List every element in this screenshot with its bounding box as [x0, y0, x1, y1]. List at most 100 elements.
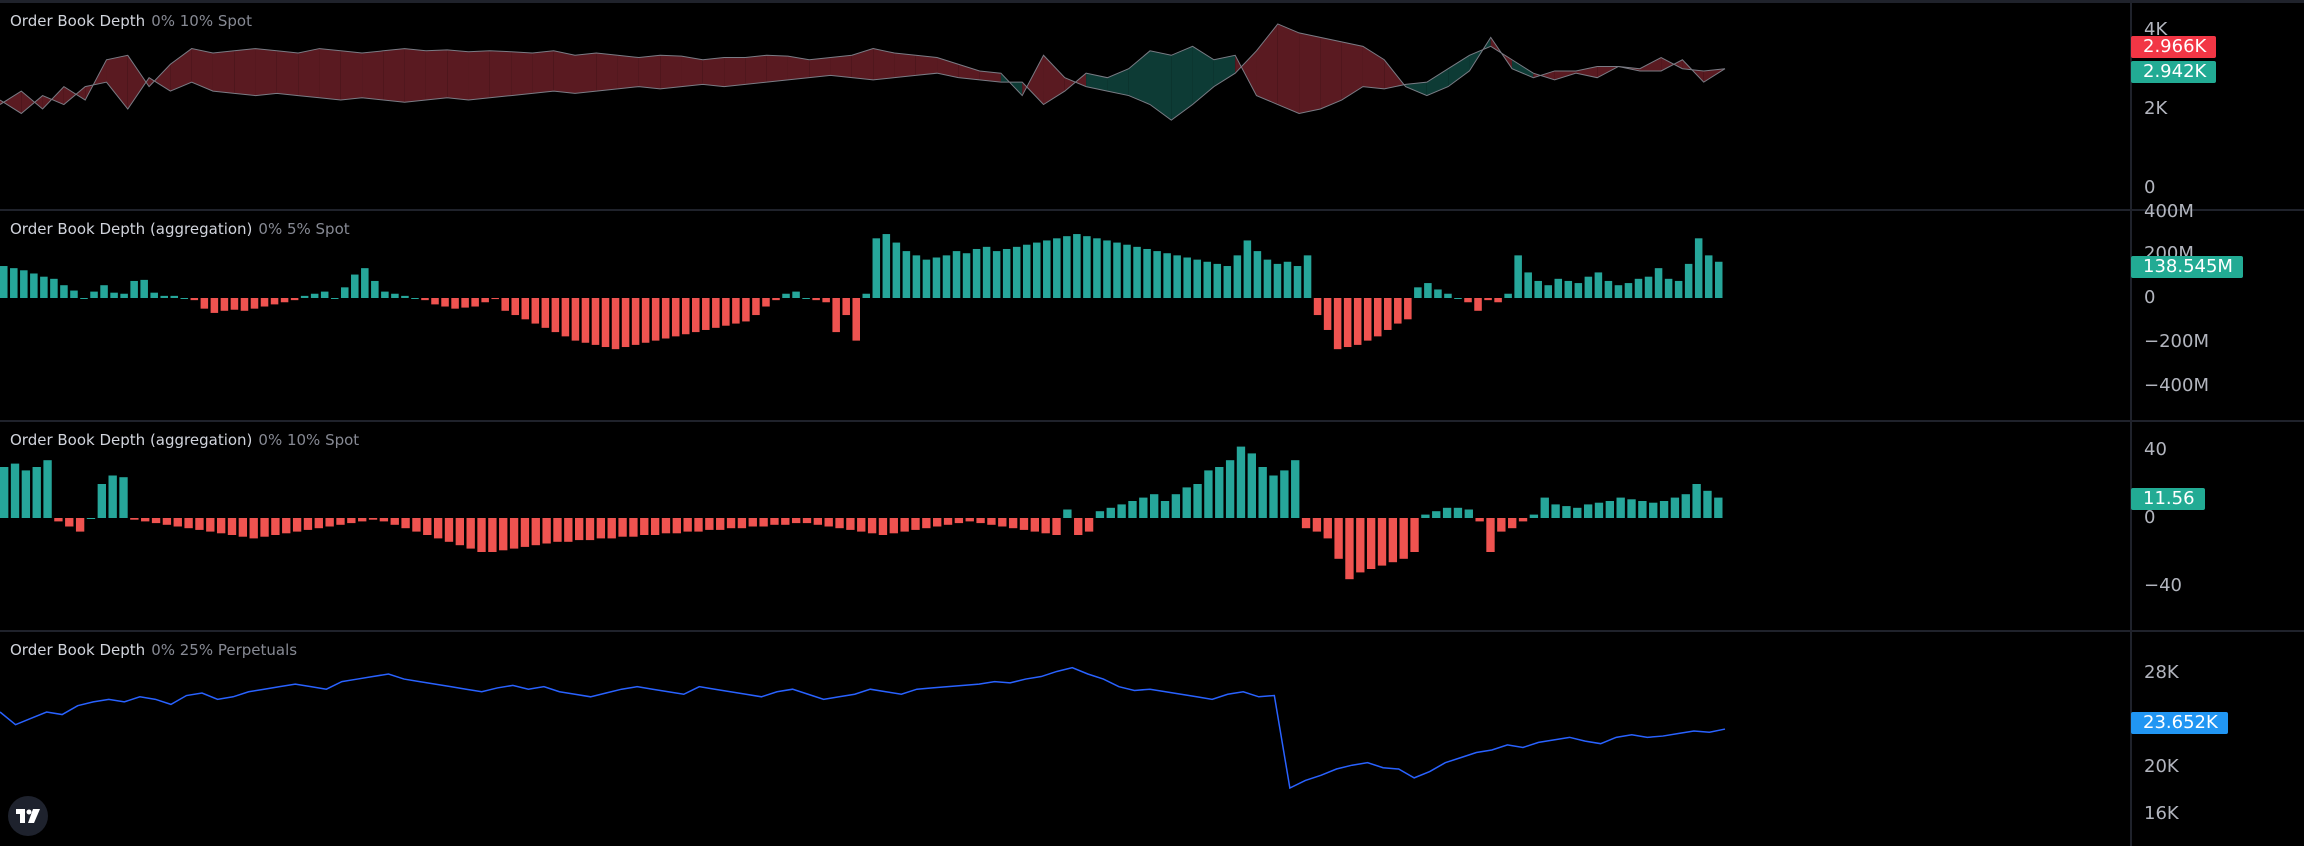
- histogram-bar: [314, 518, 323, 529]
- histogram-bar: [1143, 248, 1151, 298]
- area-band-segment: [979, 70, 1001, 83]
- histogram-bar: [1474, 298, 1482, 311]
- histogram-bar: [581, 298, 590, 343]
- histogram-bar: [1128, 501, 1137, 518]
- axis-tick: 4K: [2144, 19, 2168, 40]
- histogram-bar: [401, 518, 410, 529]
- histogram-bar: [1714, 497, 1723, 518]
- line-chart[interactable]: [0, 632, 2130, 841]
- pane-order-book-depth-10-spot[interactable]: Order Book Depth 0% 10% Spot 4K 2K 0 2.96…: [0, 3, 2304, 209]
- histogram-chart[interactable]: [0, 422, 2130, 630]
- histogram-bar: [1258, 467, 1267, 518]
- histogram-bar: [792, 291, 800, 298]
- histogram-bar: [716, 518, 725, 530]
- histogram-bar: [431, 298, 439, 305]
- logo-glyph: [16, 809, 40, 823]
- area-band-segment: [766, 55, 788, 83]
- histogram-bar: [1313, 298, 1322, 316]
- histogram-bar: [561, 298, 570, 337]
- histogram-bar: [184, 518, 193, 529]
- histogram-bar: [1356, 518, 1365, 573]
- area-band-segment: [1448, 55, 1470, 87]
- histogram-bar: [280, 298, 289, 303]
- histogram-bar: [1484, 298, 1492, 301]
- histogram-bar: [1213, 263, 1222, 298]
- histogram-bar: [351, 274, 359, 298]
- histogram-bar: [802, 298, 810, 299]
- histogram-bar: [1032, 242, 1041, 298]
- histogram-bar: [1113, 242, 1121, 298]
- histogram-bar: [575, 518, 584, 541]
- legend-params: 0% 5% Spot: [258, 220, 350, 238]
- histogram-bar: [846, 518, 855, 530]
- histogram-bar: [0, 266, 8, 298]
- histogram-bar: [471, 298, 479, 307]
- histogram-bar: [220, 298, 229, 311]
- legend-title: Order Book Depth: [10, 641, 146, 659]
- area-band-segment: [149, 64, 171, 92]
- histogram-bar: [1215, 467, 1224, 518]
- histogram-bar: [162, 518, 172, 525]
- pane-aggregation-5-spot[interactable]: Order Book Depth (aggregation) 0% 5% Spot…: [0, 201, 2304, 420]
- histogram-bar: [1133, 246, 1141, 298]
- histogram-bar: [40, 276, 48, 298]
- histogram-bar: [100, 285, 108, 298]
- pane-legend[interactable]: Order Book Depth 0% 25% Perpetuals: [10, 641, 297, 659]
- tradingview-logo-icon[interactable]: [8, 796, 48, 836]
- histogram-bar: [300, 295, 309, 298]
- histogram-bar: [216, 518, 226, 534]
- pane-legend[interactable]: Order Book Depth 0% 10% Spot: [10, 12, 252, 30]
- histogram-bar: [601, 298, 610, 348]
- area-band-segment: [830, 55, 852, 78]
- pane-legend[interactable]: Order Book Depth (aggregation) 0% 5% Spot: [10, 220, 350, 238]
- histogram-bar: [972, 248, 981, 298]
- histogram-bar: [441, 298, 449, 307]
- histogram-chart[interactable]: [0, 211, 2130, 420]
- legend-title: Order Book Depth: [10, 12, 146, 30]
- axis-tick: 0: [2144, 287, 2156, 308]
- area-band-segment: [1043, 55, 1065, 105]
- pane-aggregation-10-spot[interactable]: Order Book Depth (aggregation) 0% 10% Spo…: [0, 422, 2304, 630]
- histogram-bar: [270, 298, 279, 305]
- histogram-bar: [250, 298, 259, 309]
- histogram-bar: [1424, 283, 1432, 298]
- histogram-bar: [900, 518, 909, 532]
- histogram-bar: [1041, 518, 1050, 534]
- pane-separator[interactable]: [0, 420, 2304, 422]
- histogram-bar: [943, 518, 953, 525]
- histogram-bar: [857, 518, 866, 532]
- pane-separator[interactable]: [0, 630, 2304, 632]
- axis-tick: 16K: [2144, 803, 2179, 824]
- histogram-bar: [238, 518, 248, 537]
- area-band-segment: [404, 48, 426, 103]
- histogram-bar: [451, 298, 459, 309]
- area-band-segment: [1277, 23, 1300, 114]
- histogram-bar: [1421, 514, 1430, 518]
- histogram-bar: [499, 518, 508, 551]
- histogram-bar: [455, 518, 465, 546]
- area-band-segment: [191, 48, 213, 92]
- pane-separator[interactable]: [0, 209, 2304, 211]
- histogram-bar: [1464, 509, 1473, 518]
- series-line-bids: [0, 45, 1726, 115]
- histogram-bar: [1106, 507, 1115, 518]
- area-chart[interactable]: [0, 3, 2130, 209]
- area-band-segment: [255, 48, 277, 96]
- histogram-bar: [661, 518, 671, 534]
- area-band-segment: [532, 50, 554, 94]
- histogram-bar: [781, 518, 790, 525]
- area-band-segment: [681, 56, 703, 87]
- histogram-bar: [1399, 518, 1408, 559]
- histogram-bar: [336, 518, 345, 525]
- histogram-bar: [401, 295, 409, 298]
- histogram-bar: [1223, 266, 1232, 298]
- histogram-bar: [1584, 276, 1593, 298]
- histogram-bar: [86, 518, 96, 519]
- histogram-bar: [60, 285, 68, 298]
- histogram-bar: [762, 298, 770, 307]
- area-band-segment: [660, 55, 682, 89]
- histogram-bar: [466, 518, 475, 549]
- histogram-bar: [1247, 453, 1256, 518]
- pane-order-book-depth-25-perpetuals[interactable]: Order Book Depth 0% 25% Perpetuals 28K 20…: [0, 632, 2304, 841]
- pane-legend[interactable]: Order Book Depth (aggregation) 0% 10% Spo…: [10, 431, 359, 449]
